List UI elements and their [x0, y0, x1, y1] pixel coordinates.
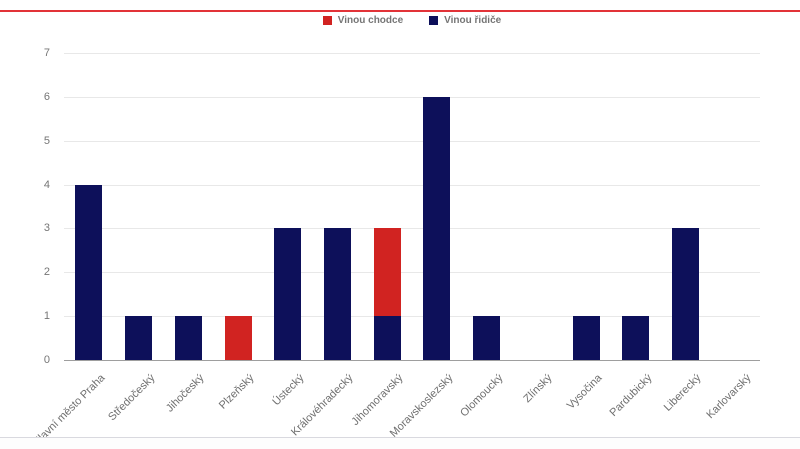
gridline	[64, 141, 760, 142]
x-axis-tick-label: Olomoucký	[458, 372, 506, 420]
gridline	[64, 272, 760, 273]
x-axis-baseline	[64, 360, 760, 361]
x-axis-tick-label: Jihomoravský	[349, 372, 406, 429]
x-axis-tick-label: Středočeský	[106, 372, 158, 424]
y-axis-tick-label: 5	[43, 135, 50, 147]
bar-segment-vinou-řidiče[interactable]	[125, 316, 152, 360]
bar-segment-vinou-chodce[interactable]	[374, 228, 401, 316]
bar-segment-vinou-řidiče[interactable]	[374, 316, 401, 360]
x-axis-tick-label: Pardubický	[607, 372, 655, 419]
legend-item-vinou-ridice[interactable]: Vinou řidiče	[429, 15, 501, 26]
bar-segment-vinou-řidiče[interactable]	[573, 316, 600, 360]
y-axis-tick-label: 4	[43, 179, 50, 191]
bar-segment-vinou-řidiče[interactable]	[672, 228, 699, 360]
chart-legend: Vinou chodce Vinou řidiče	[62, 12, 762, 28]
legend-label-vinou-chodce: Vinou chodce	[337, 14, 404, 26]
x-axis-tick-label: Liberecký	[661, 372, 704, 414]
legend-swatch-red-icon	[322, 15, 332, 25]
bar-segment-vinou-řidiče[interactable]	[423, 97, 450, 360]
x-axis-tick-label: Plzeňský	[216, 372, 257, 412]
bar-segment-vinou-chodce[interactable]	[225, 316, 252, 360]
bottom-divider	[0, 437, 800, 438]
x-axis-tick-label: Jihočeský	[163, 372, 207, 415]
bar-segment-vinou-řidiče[interactable]	[75, 185, 102, 360]
gridline	[64, 97, 760, 98]
y-axis-tick-label: 2	[43, 266, 50, 278]
bar-segment-vinou-řidiče[interactable]	[274, 228, 301, 360]
bar-segment-vinou-řidiče[interactable]	[473, 316, 500, 360]
legend-swatch-navy-icon	[429, 15, 439, 25]
x-axis-tick-label: Vysočina	[564, 372, 605, 412]
top-accent-line	[0, 10, 800, 12]
x-axis-tick-label: Zlínský	[521, 372, 555, 406]
bar-segment-vinou-řidiče[interactable]	[622, 316, 649, 360]
legend-item-vinou-chodce[interactable]: Vinou chodce	[322, 14, 404, 26]
y-axis-tick-label: 7	[43, 47, 50, 59]
gridline	[64, 185, 760, 186]
y-axis-tick-label: 3	[43, 222, 50, 234]
gridline	[64, 228, 760, 229]
bar-segment-vinou-řidiče[interactable]	[324, 228, 351, 360]
legend-label-vinou-ridice: Vinou řidiče	[444, 14, 502, 26]
x-axis-tick-label: Ústecký	[270, 372, 307, 409]
y-axis-tick-label: 6	[43, 91, 50, 103]
x-axis-tick-label: Karlovarský	[704, 372, 754, 422]
y-axis-tick-label: 1	[43, 310, 50, 322]
y-axis-tick-label: 0	[43, 354, 50, 366]
footer-strip	[0, 438, 800, 449]
bar-segment-vinou-řidiče[interactable]	[175, 316, 202, 360]
gridline	[64, 53, 760, 54]
gridline	[64, 316, 760, 317]
